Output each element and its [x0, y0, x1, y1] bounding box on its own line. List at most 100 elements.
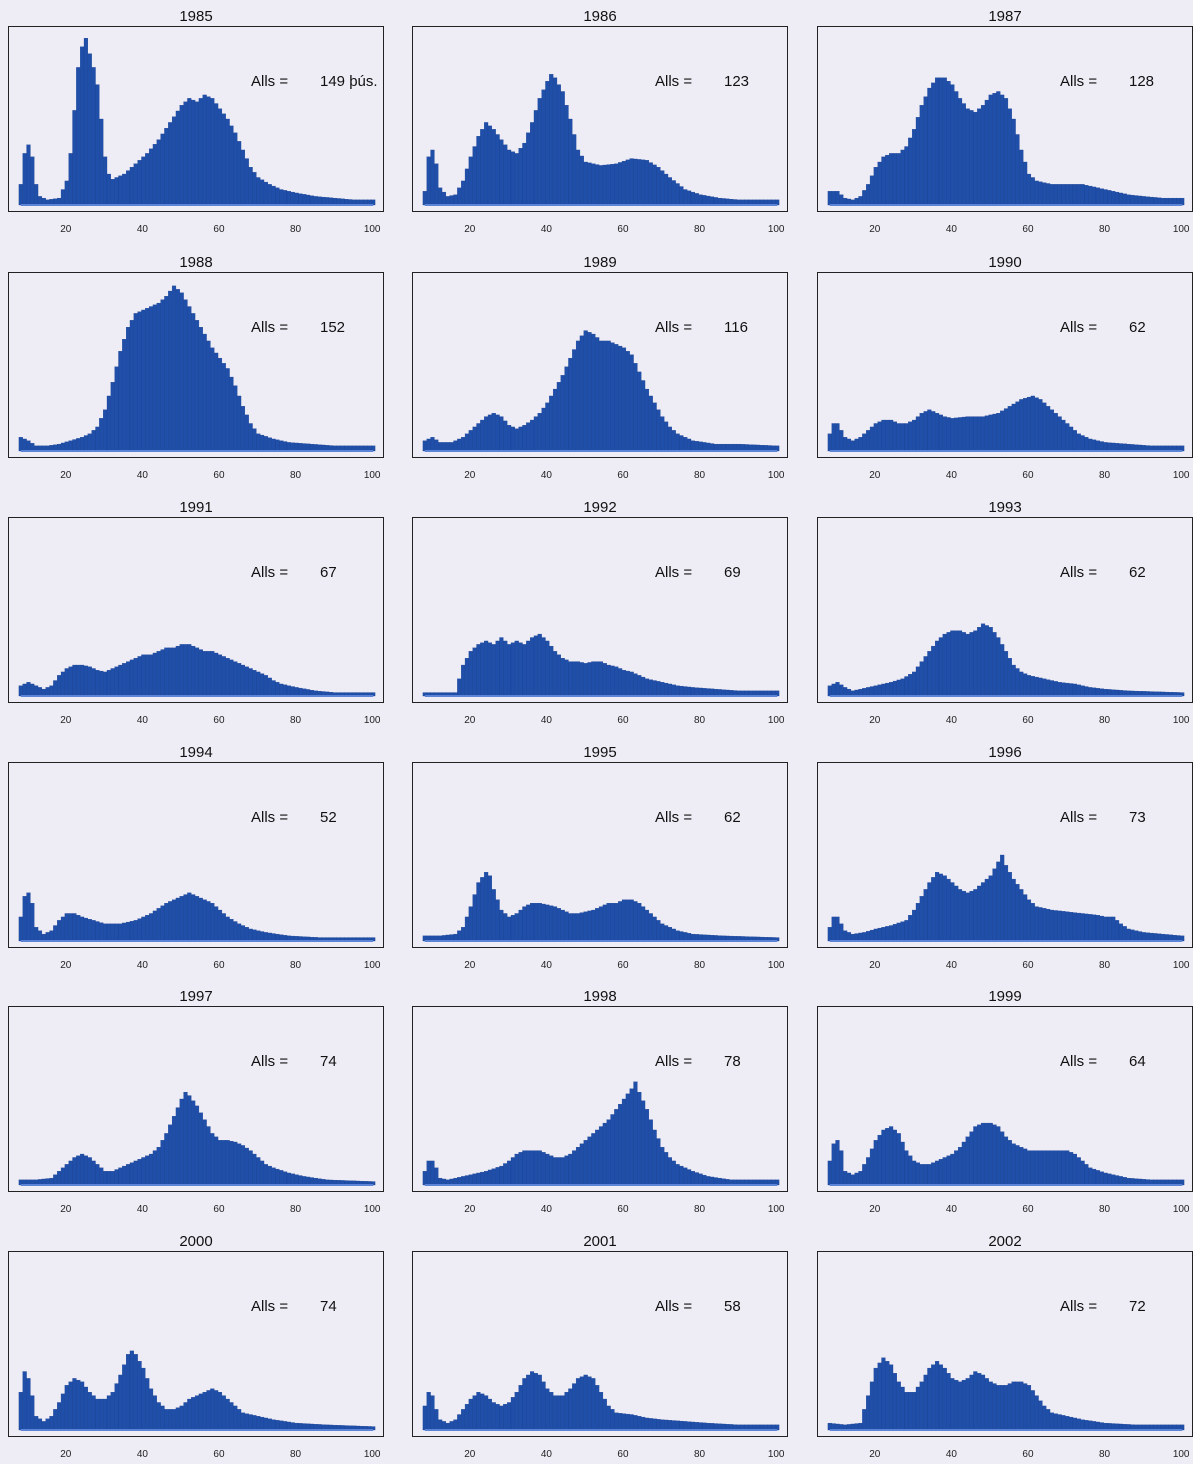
histogram-bar	[430, 1160, 435, 1186]
histogram-bar	[1084, 686, 1089, 697]
histogram-bar	[915, 1162, 920, 1186]
histogram-bar	[977, 416, 982, 452]
histogram-bar	[271, 1419, 276, 1431]
histogram-bar	[843, 1171, 848, 1186]
histogram-bar	[1000, 410, 1005, 452]
histogram-bar	[480, 642, 485, 697]
histogram-bar	[202, 333, 207, 452]
histogram-bar	[831, 191, 836, 206]
histogram-bar	[537, 1150, 542, 1186]
histogram-bar	[583, 911, 588, 942]
histogram-bar	[721, 443, 726, 452]
chart-frame	[412, 272, 788, 458]
histogram-bar	[76, 438, 81, 452]
histogram-bar	[160, 1140, 165, 1186]
histogram-bar	[80, 46, 85, 206]
histogram-bar	[675, 685, 680, 697]
histogram-bar	[187, 644, 192, 697]
histogram-plot	[827, 395, 1185, 452]
histogram-bar	[583, 663, 588, 697]
histogram-bar	[503, 1404, 508, 1431]
histogram-bar	[652, 402, 657, 452]
histogram-bar	[606, 1405, 611, 1431]
chart-title: 1985	[179, 8, 213, 25]
histogram-bar	[1095, 1170, 1100, 1186]
histogram-bar	[862, 688, 867, 697]
histogram-bar	[244, 1147, 249, 1186]
histogram-bar	[438, 1177, 443, 1186]
histogram-plot	[827, 77, 1185, 206]
histogram-bar	[992, 1383, 997, 1431]
histogram-bar	[862, 433, 867, 452]
histogram-bar	[57, 1171, 62, 1186]
histogram-bar	[1061, 419, 1066, 452]
x-tick-label: 20	[60, 1204, 72, 1215]
histogram-bar	[183, 644, 188, 697]
histogram-bar	[587, 162, 592, 206]
histogram-bar	[587, 1136, 592, 1186]
histogram-bar	[371, 199, 376, 206]
histogram-bar	[881, 683, 886, 697]
histogram-bar	[835, 682, 840, 697]
total-label: Alls =	[251, 73, 289, 90]
histogram-bar	[552, 1395, 558, 1431]
histogram-bar	[464, 1404, 470, 1431]
histogram-bar	[541, 1152, 546, 1186]
total-value: 149 þús.	[320, 73, 378, 90]
histogram-bar	[434, 1167, 439, 1186]
histogram-bar	[217, 108, 223, 206]
x-tick-label: 20	[869, 470, 881, 481]
histogram-bar	[110, 668, 115, 697]
total-label: Alls =	[655, 1053, 693, 1070]
histogram-bar	[164, 128, 169, 206]
histogram-bar	[260, 931, 265, 942]
histogram-bar	[552, 77, 558, 206]
histogram-bar	[633, 363, 638, 452]
histogram-bar	[256, 671, 261, 697]
histogram-bar	[1057, 910, 1062, 942]
histogram-bar	[133, 163, 138, 206]
histogram-bar	[1130, 194, 1135, 206]
histogram-bar	[271, 933, 276, 942]
histogram-bar	[827, 685, 832, 697]
histogram-bar	[533, 416, 538, 452]
histogram-bar	[464, 433, 470, 452]
histogram-bar	[499, 139, 504, 206]
chart-title: 2001	[583, 1233, 617, 1250]
histogram-bar	[22, 1371, 27, 1431]
histogram-bar	[885, 1128, 890, 1186]
histogram-bar	[549, 645, 554, 697]
total-label: Alls =	[1060, 73, 1098, 90]
histogram-bar	[606, 903, 611, 942]
histogram-bar	[160, 299, 165, 452]
histogram-bar	[946, 1155, 951, 1186]
histogram-bar	[1130, 929, 1135, 942]
histogram-bar	[202, 94, 207, 206]
histogram-bar	[518, 1152, 523, 1186]
histogram-bar	[286, 1172, 291, 1186]
histogram-bar	[579, 155, 584, 206]
histogram-bar	[889, 1126, 894, 1186]
histogram-bar	[572, 134, 577, 206]
histogram-bar	[267, 1418, 272, 1431]
histogram-bar	[141, 1157, 146, 1186]
histogram-bar	[137, 656, 142, 697]
histogram-bar	[942, 77, 947, 206]
histogram-bar	[556, 84, 561, 206]
histogram-bar	[946, 632, 951, 697]
histogram-bar	[507, 916, 512, 942]
histogram-bar	[45, 1418, 50, 1431]
histogram-bar	[775, 199, 780, 206]
total-value: 116	[724, 319, 748, 336]
histogram-bar	[260, 1416, 265, 1431]
histogram-bar	[1126, 194, 1131, 206]
histogram-bar	[194, 1395, 200, 1431]
histogram-bar	[641, 1416, 646, 1431]
histogram-bar	[644, 388, 650, 452]
histogram-bar	[667, 683, 673, 697]
x-tick-label: 60	[1022, 470, 1034, 481]
histogram-bar	[644, 1109, 650, 1186]
histogram-bar	[430, 1395, 435, 1431]
histogram-bar	[595, 661, 600, 697]
histogram-bar	[606, 340, 611, 452]
